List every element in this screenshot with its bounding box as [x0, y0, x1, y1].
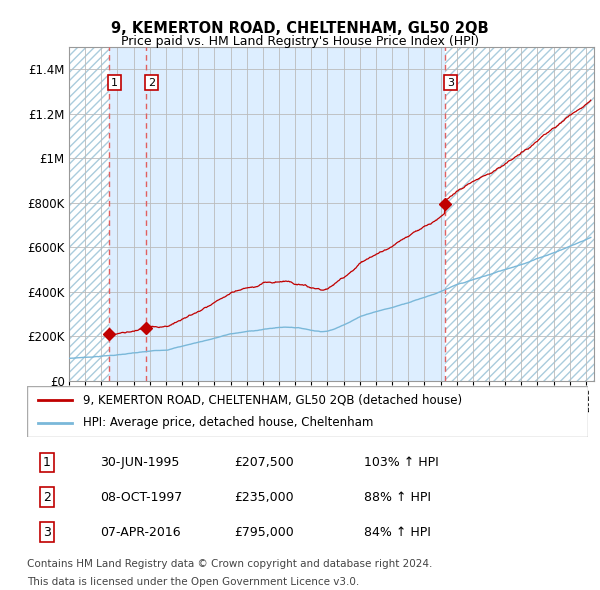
- Text: £207,500: £207,500: [235, 455, 295, 468]
- Text: 9, KEMERTON ROAD, CHELTENHAM, GL50 2QB (detached house): 9, KEMERTON ROAD, CHELTENHAM, GL50 2QB (…: [83, 394, 462, 407]
- Text: 30-JUN-1995: 30-JUN-1995: [100, 455, 179, 468]
- Text: Price paid vs. HM Land Registry's House Price Index (HPI): Price paid vs. HM Land Registry's House …: [121, 35, 479, 48]
- Bar: [445, 47, 594, 381]
- Text: This data is licensed under the Open Government Licence v3.0.: This data is licensed under the Open Gov…: [27, 577, 359, 587]
- Text: 07-APR-2016: 07-APR-2016: [100, 526, 181, 539]
- Text: 3: 3: [43, 526, 50, 539]
- Text: 3: 3: [447, 77, 454, 87]
- Text: 2: 2: [148, 77, 155, 87]
- Text: Contains HM Land Registry data © Crown copyright and database right 2024.: Contains HM Land Registry data © Crown c…: [27, 559, 433, 569]
- Text: HPI: Average price, detached house, Cheltenham: HPI: Average price, detached house, Chel…: [83, 416, 373, 429]
- Text: £795,000: £795,000: [235, 526, 295, 539]
- Text: 1: 1: [43, 455, 50, 468]
- Bar: [69, 47, 109, 381]
- Text: 1: 1: [111, 77, 118, 87]
- Text: 08-OCT-1997: 08-OCT-1997: [100, 490, 182, 504]
- Text: 103% ↑ HPI: 103% ↑ HPI: [364, 455, 439, 468]
- Text: 2: 2: [43, 490, 50, 504]
- Text: 9, KEMERTON ROAD, CHELTENHAM, GL50 2QB: 9, KEMERTON ROAD, CHELTENHAM, GL50 2QB: [111, 21, 489, 36]
- FancyBboxPatch shape: [27, 386, 588, 437]
- Text: £235,000: £235,000: [235, 490, 294, 504]
- Text: 84% ↑ HPI: 84% ↑ HPI: [364, 526, 430, 539]
- Text: 88% ↑ HPI: 88% ↑ HPI: [364, 490, 431, 504]
